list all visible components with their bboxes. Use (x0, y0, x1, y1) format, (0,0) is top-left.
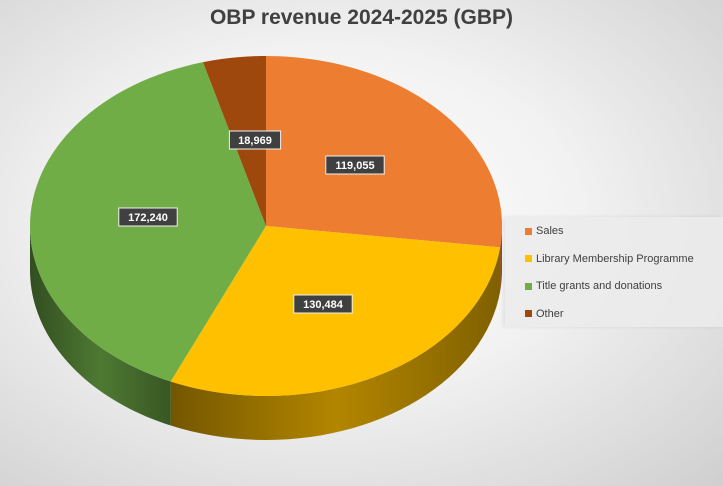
slice-side-0 (500, 226, 502, 292)
data-label: 18,969 (238, 135, 272, 147)
legend-label: Sales (536, 225, 564, 237)
slice-side-1 (170, 247, 501, 440)
data-label-box (228, 130, 282, 150)
legend-swatch (525, 310, 532, 317)
data-label: 119,055 (335, 160, 374, 172)
legend: Sales Library Membership Programme Title g… (505, 217, 723, 327)
data-label-box (293, 294, 353, 314)
legend-swatch (525, 227, 532, 235)
legend-swatch (525, 282, 532, 290)
legend-label: Other (536, 307, 564, 320)
data-label-box (118, 207, 178, 227)
slice-side-2 (30, 226, 171, 426)
data-label-box (325, 155, 385, 175)
chart-title: OBP revenue 2024-2025 (GBP) (209, 6, 514, 29)
legend-label: Library Membership Programme (536, 252, 694, 265)
legend-item: Other (525, 308, 564, 320)
legend-swatch (525, 255, 532, 262)
legend-label: Title grants and donations (536, 280, 663, 292)
legend-item: Title grants and donations (525, 280, 662, 292)
legend-item: Sales (525, 225, 564, 237)
legend-item: Library Membership Programme (525, 253, 694, 265)
pie-slice-sales[interactable] (266, 56, 502, 248)
data-label: 172,240 (128, 212, 168, 224)
data-label: 130,484 (303, 299, 344, 311)
